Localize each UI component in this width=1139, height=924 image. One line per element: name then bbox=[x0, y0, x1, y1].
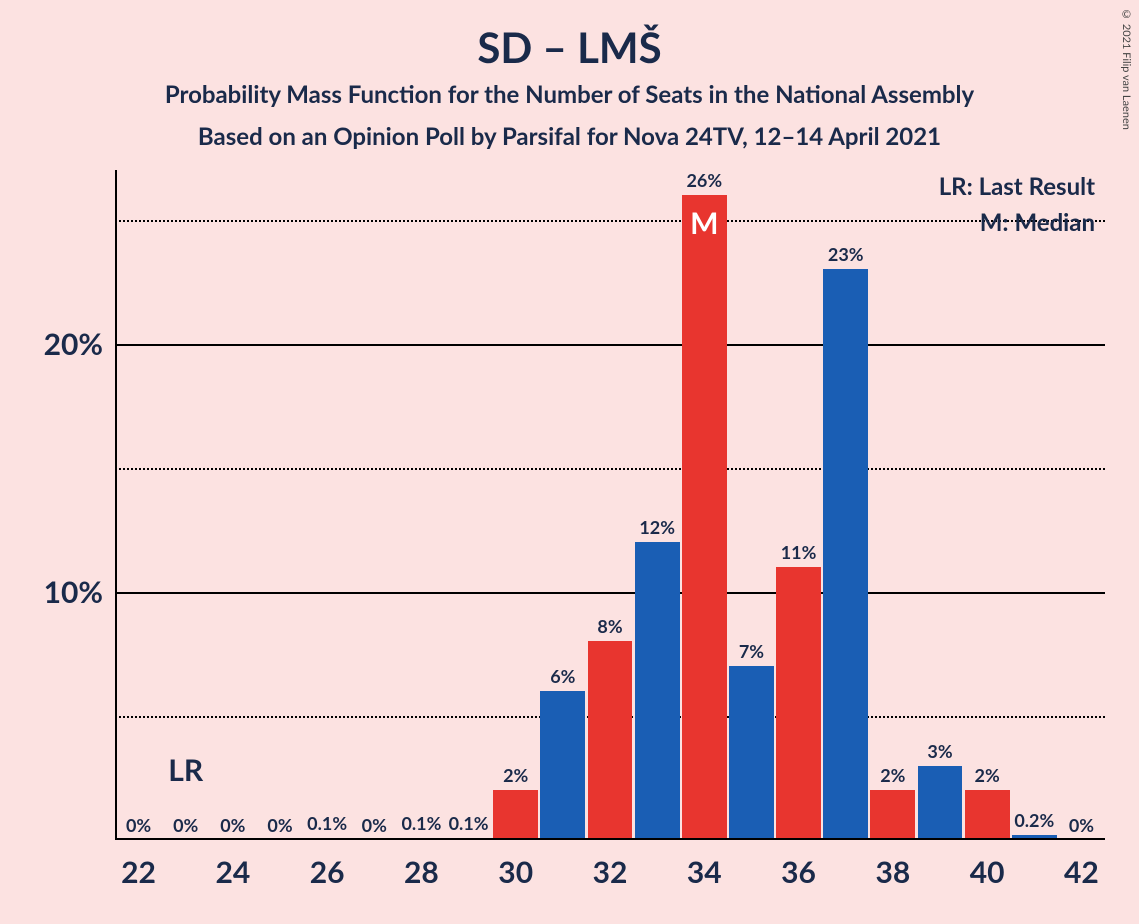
x-axis-label: 30 bbox=[498, 854, 533, 890]
chart-subtitle-1: Probability Mass Function for the Number… bbox=[0, 80, 1139, 109]
bar: 2% bbox=[965, 790, 1010, 840]
legend-median: M: Median bbox=[980, 208, 1095, 237]
x-axis-label: 32 bbox=[593, 854, 628, 890]
gridline bbox=[115, 468, 1105, 470]
x-axis-label: 38 bbox=[875, 854, 910, 890]
bar-value-label: 23% bbox=[828, 243, 864, 265]
x-axis-label: 28 bbox=[404, 854, 439, 890]
x-axis-label: 24 bbox=[215, 854, 250, 890]
x-axis-label: 22 bbox=[121, 854, 156, 890]
bar: 23% bbox=[823, 269, 868, 840]
bar-value-label: 2% bbox=[975, 764, 1000, 786]
bar-value-label: 7% bbox=[739, 640, 764, 662]
legend-lr: LR: Last Result bbox=[939, 172, 1095, 201]
x-axis-label: 34 bbox=[687, 854, 722, 890]
bar-value-label: 0% bbox=[173, 814, 198, 836]
chart-plot-area: 10%20%0%0%0%0%0.1%0%0.1%0.1%2%6%8%12%26%… bbox=[115, 170, 1105, 840]
bar-value-label: 2% bbox=[503, 764, 528, 786]
x-axis-label: 42 bbox=[1064, 854, 1099, 890]
bar-value-label: 6% bbox=[550, 665, 575, 687]
gridline bbox=[115, 220, 1105, 222]
x-axis-label: 26 bbox=[310, 854, 345, 890]
bar-value-label: 0% bbox=[267, 814, 292, 836]
bar-value-label: 0.1% bbox=[307, 812, 347, 834]
bar-value-label: 11% bbox=[781, 541, 817, 563]
bar-value-label: 0.1% bbox=[449, 812, 489, 834]
median-marker: M bbox=[690, 205, 718, 241]
bar: 7% bbox=[729, 666, 774, 840]
lr-annotation: LR bbox=[168, 752, 203, 788]
bar-value-label: 12% bbox=[639, 516, 675, 538]
bar: 8% bbox=[588, 641, 633, 840]
y-axis bbox=[115, 170, 117, 840]
bar: 12% bbox=[635, 542, 680, 840]
x-axis bbox=[115, 838, 1105, 840]
bar: 3% bbox=[918, 766, 963, 840]
bar: 2% bbox=[493, 790, 538, 840]
bar-value-label: 26% bbox=[686, 169, 722, 191]
bar-value-label: 8% bbox=[597, 615, 622, 637]
bar: 2% bbox=[870, 790, 915, 840]
y-axis-label: 20% bbox=[44, 326, 103, 362]
chart-subtitle-2: Based on an Opinion Poll by Parsifal for… bbox=[0, 122, 1139, 151]
bar: 11% bbox=[776, 567, 821, 840]
chart-title: SD – LMŠ bbox=[0, 22, 1139, 72]
x-axis-label: 36 bbox=[781, 854, 816, 890]
bar: 6% bbox=[540, 691, 585, 840]
bar-value-label: 0% bbox=[1069, 814, 1094, 836]
bar-value-label: 2% bbox=[880, 764, 905, 786]
bar-value-label: 0% bbox=[220, 814, 245, 836]
bar-value-label: 0% bbox=[126, 814, 151, 836]
y-axis-label: 10% bbox=[44, 574, 103, 610]
bar-value-label: 3% bbox=[927, 740, 952, 762]
bar: 26%M bbox=[682, 195, 727, 840]
bar-value-label: 0.1% bbox=[401, 812, 441, 834]
gridline bbox=[115, 592, 1105, 594]
bar-value-label: 0.2% bbox=[1014, 809, 1054, 831]
gridline bbox=[115, 344, 1105, 346]
copyright-text: © 2021 Filip van Laenen bbox=[1120, 8, 1133, 130]
x-axis-label: 40 bbox=[970, 854, 1005, 890]
bar-value-label: 0% bbox=[362, 814, 387, 836]
